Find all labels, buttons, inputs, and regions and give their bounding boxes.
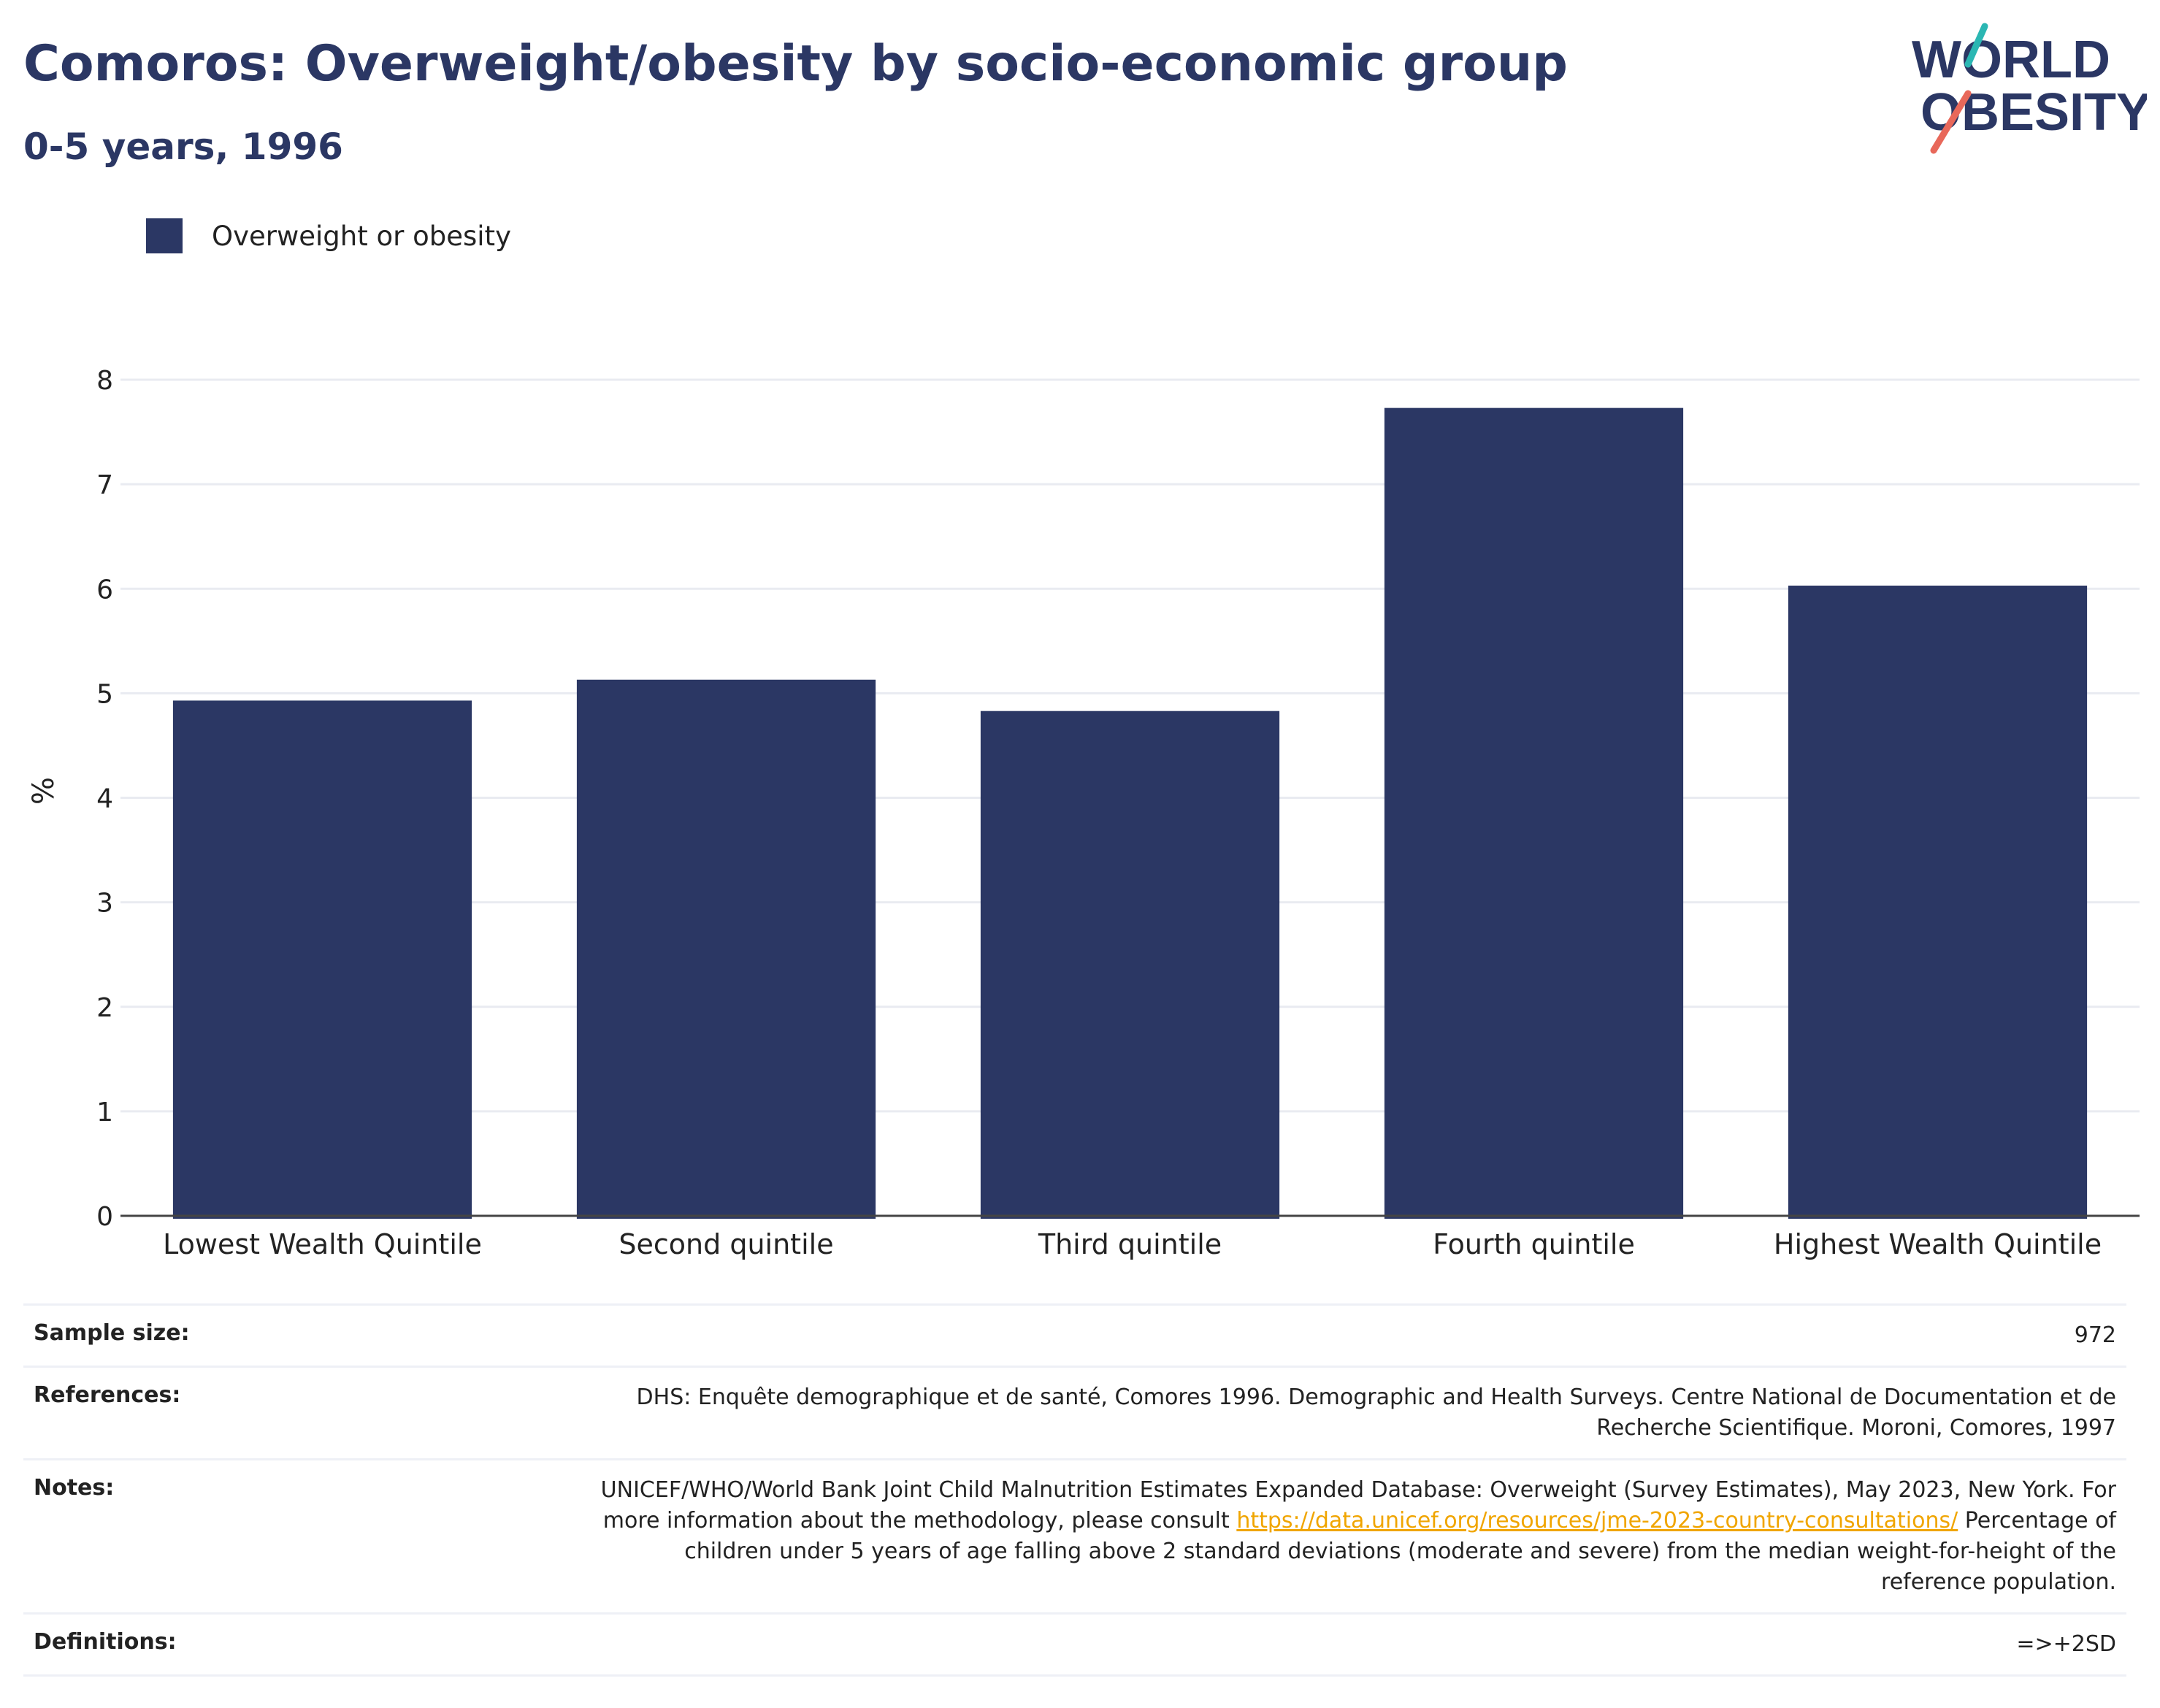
definitions-label: Definitions: xyxy=(34,1629,177,1655)
y-tick-label: 1 xyxy=(96,1098,113,1127)
bar xyxy=(1384,407,1684,1219)
x-tick-label: Second quintile xyxy=(618,1228,833,1260)
references-value: DHS: Enquête demographique et de santé, … xyxy=(636,1385,2116,1441)
y-tick-label: 3 xyxy=(96,889,113,919)
references-label: References: xyxy=(34,1382,181,1408)
x-tick-label: Fourth quintile xyxy=(1433,1228,1635,1260)
logo-slash-coral xyxy=(1930,90,1972,154)
y-tick-label: 4 xyxy=(96,784,113,814)
notes-label: Notes: xyxy=(34,1475,115,1501)
notes-link[interactable]: https://data.unicef.org/resources/jme-20… xyxy=(1236,1508,1958,1533)
world-obesity-logo: WORLD OBESITY xyxy=(1912,23,2147,154)
x-tick-label: Lowest Wealth Quintile xyxy=(163,1228,482,1260)
logo-slash-teal xyxy=(1964,23,1988,68)
y-tick-label: 8 xyxy=(96,366,113,396)
y-tick-label: 6 xyxy=(96,575,113,605)
notes-text: UNICEF/WHO/World Bank Joint Child Malnut… xyxy=(600,1477,2116,1533)
x-tick-label: Highest Wealth Quintile xyxy=(1774,1228,2102,1260)
info-row-notes: Notes: UNICEF/WHO/World Bank Joint Child… xyxy=(23,1458,2126,1612)
notes-value: UNICEF/WHO/World Bank Joint Child Malnut… xyxy=(597,1475,2116,1598)
y-tick-label: 2 xyxy=(96,993,113,1023)
info-row-references: References: DHS: Enquête demographique e… xyxy=(23,1366,2126,1458)
info-row-sample-size: Sample size: 972 xyxy=(23,1303,2126,1366)
bar xyxy=(172,700,472,1219)
bar xyxy=(576,679,876,1219)
y-tick-label: 5 xyxy=(96,679,113,709)
bar xyxy=(1788,585,2088,1219)
logo-line1: WORLD xyxy=(1912,31,2110,89)
sample-size-label: Sample size: xyxy=(34,1320,190,1346)
legend-label: Overweight or obesity xyxy=(212,220,511,252)
chart-subtitle: 0-5 years, 1996 xyxy=(23,126,343,168)
x-tick-label: Third quintile xyxy=(1038,1228,1222,1260)
chart-title: Comoros: Overweight/obesity by socio-eco… xyxy=(23,35,1568,93)
legend-swatch xyxy=(146,218,183,253)
y-tick-label: 0 xyxy=(96,1202,113,1232)
legend: Overweight or obesity xyxy=(146,218,511,254)
bar xyxy=(980,711,1280,1219)
sample-size-value: 972 xyxy=(2074,1322,2116,1348)
definitions-value: =>+2SD xyxy=(2016,1631,2116,1657)
notes-text-after: Percentage of children under 5 years of … xyxy=(684,1508,2116,1595)
y-tick-label: 7 xyxy=(96,470,113,500)
info-table: Sample size: 972 References: DHS: Enquêt… xyxy=(23,1303,2126,1677)
bar-chart: 0 1 2 3 4 5 6 7 8 Lowest Wealth Quintile Second qu… xyxy=(96,366,2140,1260)
info-row-definitions: Definitions: =>+2SD xyxy=(23,1612,2126,1677)
